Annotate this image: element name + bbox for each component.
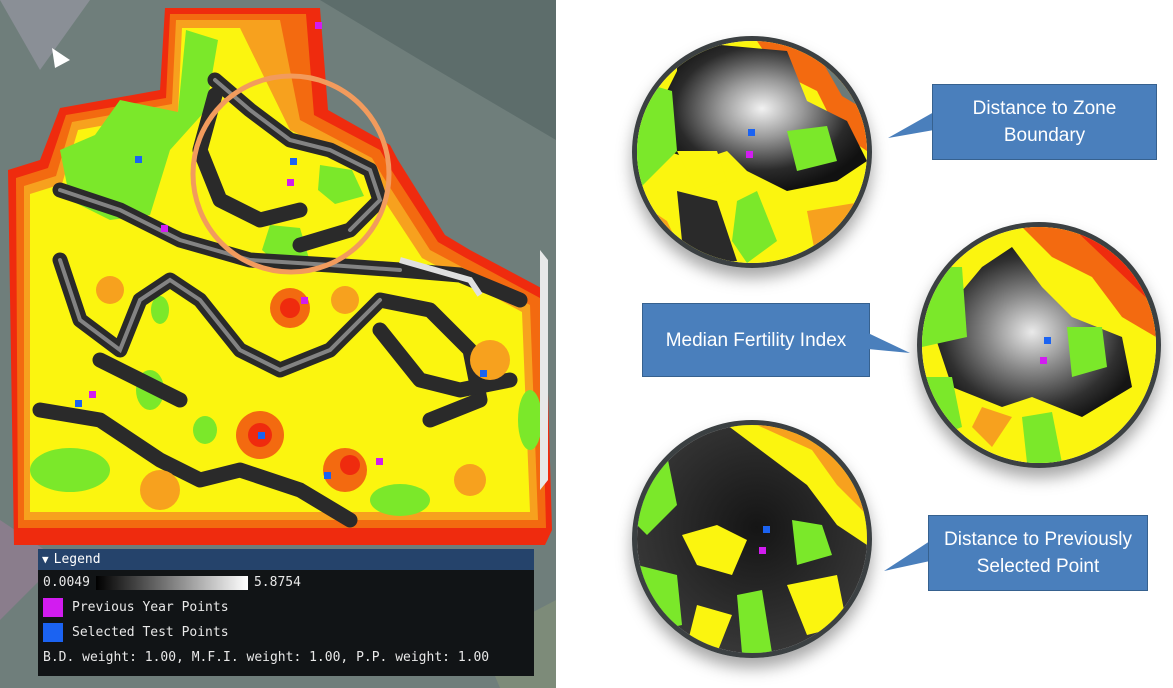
- legend-item-label: Previous Year Points: [72, 600, 229, 615]
- field-map-view[interactable]: ▼ Legend 0.0049 5.8754 Previous Year Poi…: [0, 0, 556, 688]
- grayscale-gradient-bar: [95, 575, 248, 590]
- callout-line: Selected Point: [976, 556, 1100, 577]
- callout-line: Median Fertility Index: [665, 329, 847, 351]
- purple-swatch-icon: [43, 598, 63, 617]
- callout-line: Boundary: [1003, 125, 1086, 146]
- callout-distance-previous-point: Distance to Previously Selected Point: [884, 515, 1149, 591]
- zone-green: [60, 30, 218, 220]
- legend-header[interactable]: ▼ Legend: [38, 549, 534, 570]
- callout-line: Distance to Previously: [944, 529, 1132, 550]
- scale-min-label: 0.0049: [43, 575, 90, 590]
- legend-scale-row: 0.0049 5.8754: [38, 570, 534, 595]
- legend-item-previous-year: Previous Year Points: [38, 595, 534, 620]
- callout-distance-zone-boundary: Distance to Zone Boundary: [888, 84, 1158, 160]
- selected-test-points: [75, 156, 487, 479]
- legend-title: Legend: [53, 552, 101, 567]
- previous-year-points: [89, 22, 383, 465]
- zone-green: [318, 165, 364, 204]
- zoom-distance-zone-boundary: [632, 36, 872, 268]
- legend-item-selected-test: Selected Test Points: [38, 620, 534, 645]
- legend-panel: ▼ Legend 0.0049 5.8754 Previous Year Poi…: [38, 549, 534, 676]
- highlight-circle: [190, 73, 392, 275]
- collapse-triangle-icon[interactable]: ▼: [42, 553, 49, 566]
- blue-swatch-icon: [43, 623, 63, 642]
- legend-weights-row: B.D. weight: 1.00, M.F.I. weight: 1.00, …: [38, 645, 534, 670]
- scale-max-label: 5.8754: [253, 575, 301, 590]
- callout-median-fertility-index: Median Fertility Index: [642, 303, 912, 377]
- legend-item-label: Selected Test Points: [72, 625, 229, 640]
- map-marker-icon: [52, 48, 70, 68]
- zoom-distance-previous-point: [632, 420, 872, 658]
- zoom-median-fertility-index: [917, 222, 1161, 468]
- field-map[interactable]: [0, 0, 556, 688]
- weights-text: B.D. weight: 1.00, M.F.I. weight: 1.00, …: [43, 650, 490, 665]
- callout-line: Distance to Zone: [972, 98, 1117, 119]
